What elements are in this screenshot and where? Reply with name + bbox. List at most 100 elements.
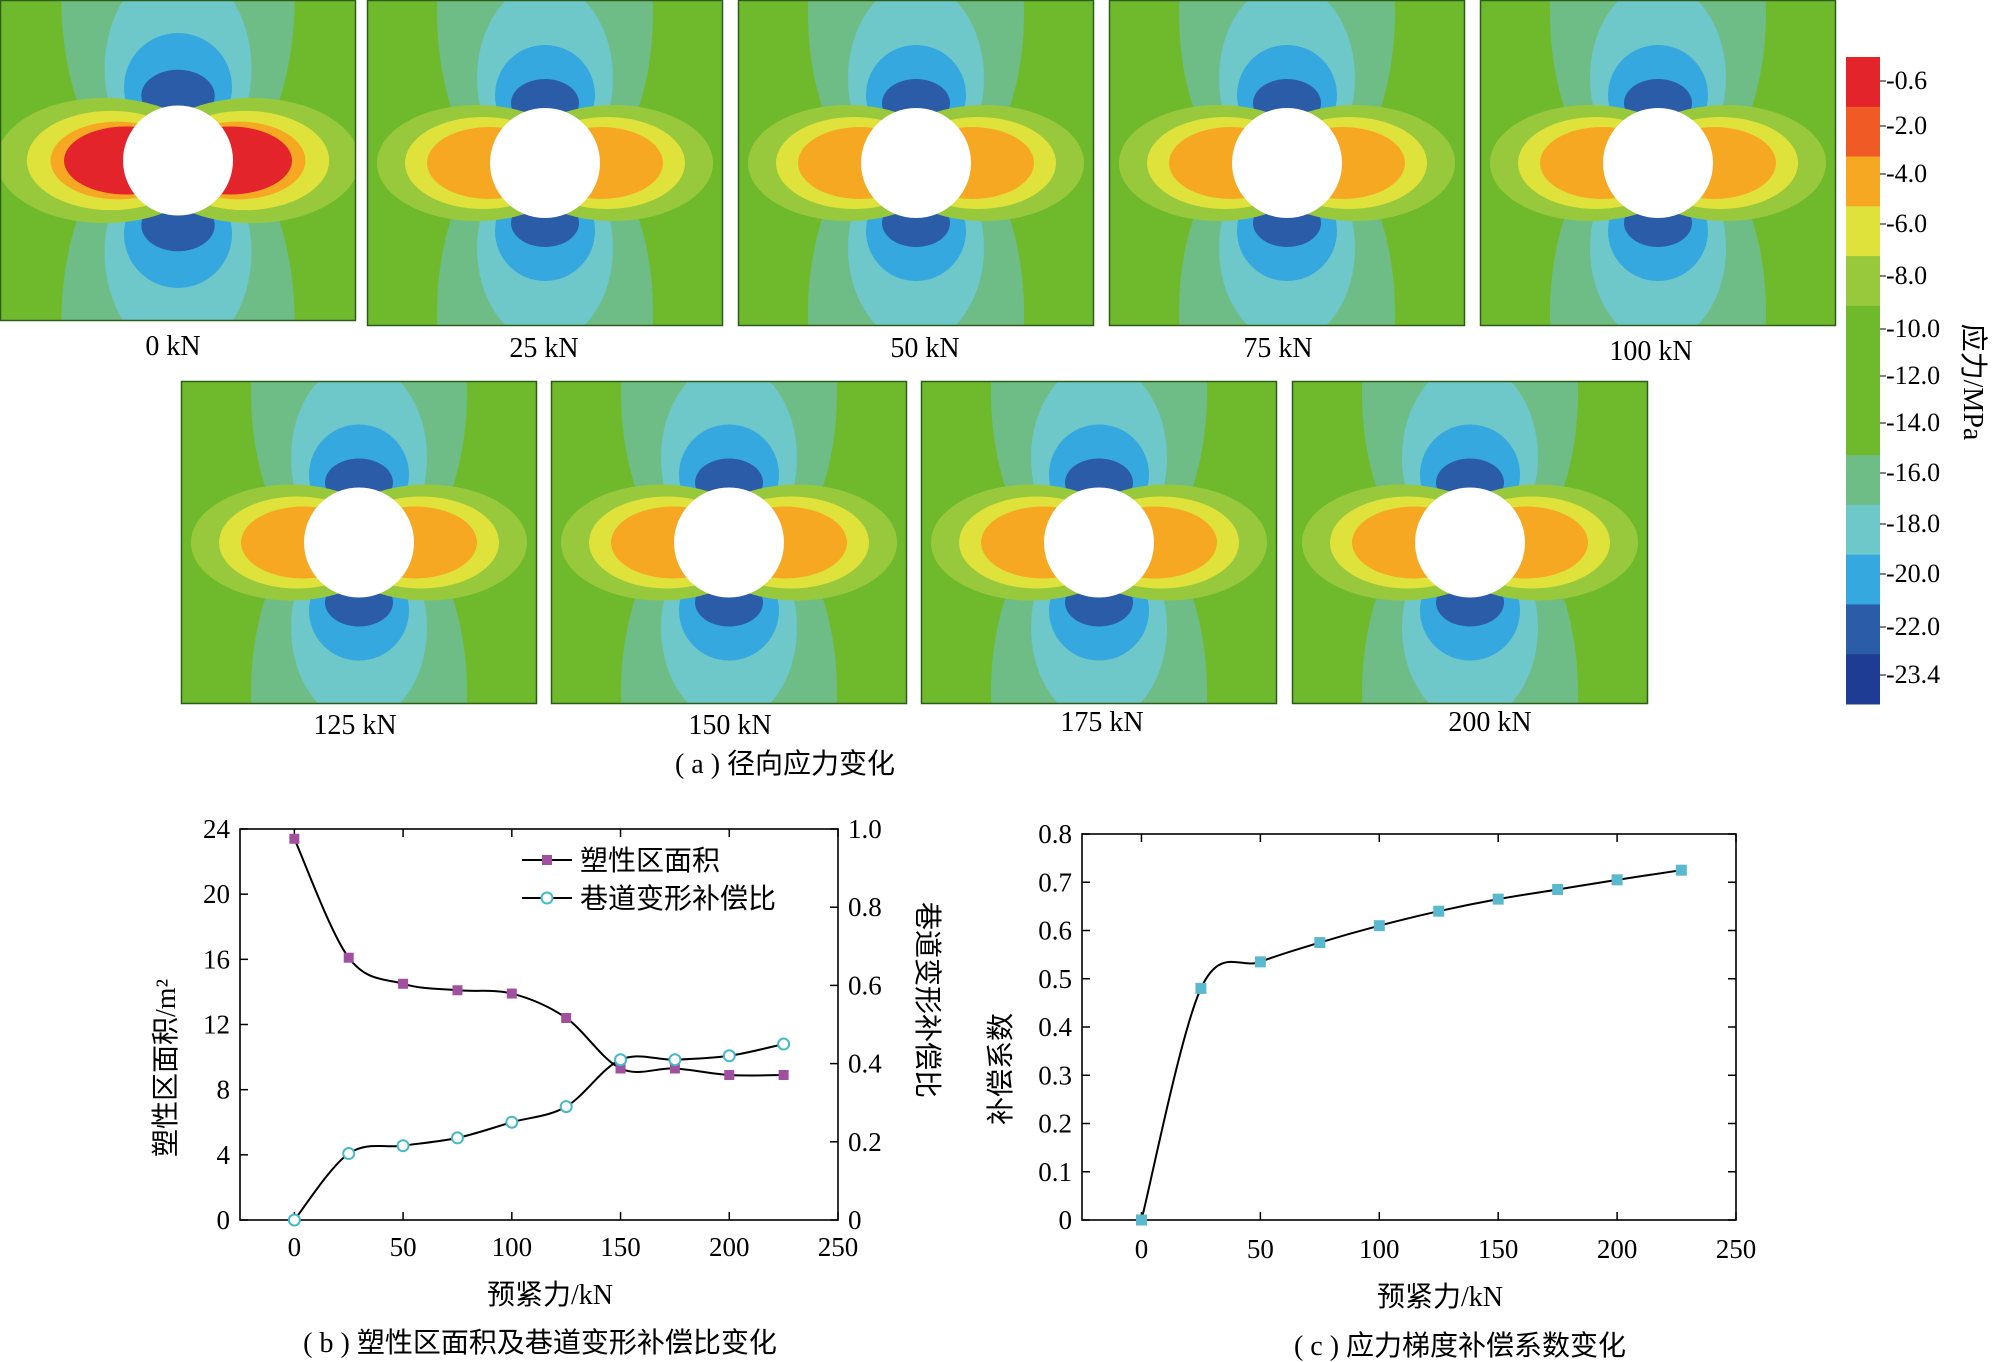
chart-c-markers [1135,864,1687,1226]
y-tick-label-right: 0.4 [848,1049,882,1079]
plastic-zone-point [561,1012,572,1023]
colorbar-swatch [1846,405,1880,456]
x-tick-label: 150 [600,1232,641,1262]
contour-frame [920,380,1278,705]
contour-load-label: 175 kN [1060,707,1143,738]
contour-load-label: 75 kN [1243,333,1312,364]
plastic-zone-point [778,1070,789,1081]
legend-label: 巷道变形补偿比 [580,883,776,915]
y-tick-label-right: 0.6 [848,970,882,1000]
compensation-coefficient-chart: 0 50 100 150 200 250 0 0.1 0.2 0.3 0.4 0.5 0.6 0.7 0.8… [985,819,1756,1362]
plastic-zone-point [398,978,409,989]
compensation-ratio-point [777,1037,791,1051]
colorbar-swatch [1846,455,1880,506]
y-tick-label: 0.7 [1038,867,1072,897]
tunnel-hole [861,108,971,218]
contour-frame [550,380,908,705]
contour-fill [921,381,1277,704]
contour-plot [0,0,357,322]
y-tick-label-left: 8 [217,1075,231,1105]
x-tick-label: 200 [709,1232,750,1262]
stress-colorbar: -0.6 -2.0 -4.0 -6.0 -8.0 -10.0 -12.0 -14.0 -16.0… [1846,57,1989,705]
y-tick-label: 0.8 [1038,819,1072,849]
contour-frame [737,0,1095,327]
contour-fill [181,381,537,704]
x-tick-label: 200 [1597,1234,1638,1264]
y-tick-label-right: 0.2 [848,1127,882,1157]
x-tick-label: 0 [288,1232,302,1262]
colorbar-label: -14.0 [1886,408,1940,437]
colorbar-label: -8.0 [1886,261,1927,290]
x-tick-label: 0 [1135,1234,1149,1264]
plastic-zone-point [452,985,463,996]
contour-plot [920,380,1278,705]
colorbar-swatch [1846,504,1880,556]
plastic-zone-point [669,1063,680,1074]
contour-fill [0,0,356,321]
x-tick-label: 250 [818,1232,859,1262]
x-tick-label: 150 [1478,1234,1519,1264]
y-tick-label: 0.1 [1038,1157,1072,1187]
series-line-compensation-ratio [293,1043,784,1221]
tunnel-hole [304,487,414,598]
colorbar-swatch [1846,554,1880,605]
y-tick-label-left: 20 [203,879,230,909]
chart-c-xlabel: 预紧力/kN [1377,1281,1503,1313]
colorbar-label: -12.0 [1886,361,1940,390]
compensation-ratio-point [668,1053,682,1067]
contour-load-label: 100 kN [1609,336,1692,367]
contour-frame [1108,0,1466,327]
compensation-ratio-point [559,1100,573,1114]
colorbar-label: -20.0 [1886,559,1940,588]
tunnel-hole [1415,487,1525,598]
chart-b-ylabel-right: 巷道变形补偿比 [911,902,943,1098]
chart-b-ylabel-left: 塑性区面积/m² [150,979,182,1157]
contour-fill [1480,0,1836,326]
compensation-ratio-point [614,1053,628,1067]
compensation-coefficient-point [1135,1214,1147,1226]
colorbar-swatch [1846,305,1880,357]
contour-plot [1108,0,1466,327]
contour-plot [1291,380,1649,705]
contour-fill [367,0,723,326]
colorbar-label: -18.0 [1886,509,1940,538]
y-tick-label: 0 [1059,1205,1073,1235]
plastic-zone-point [343,952,354,963]
contour-frame [1291,380,1649,705]
contour-load-label: 0 kN [145,331,200,362]
compensation-coefficient-point [1373,920,1385,932]
y-tick-label: 0.6 [1038,916,1072,946]
contour-frame [366,0,724,327]
compensation-coefficient-point [1195,982,1207,994]
colorbar-label: -22.0 [1886,612,1940,641]
y-tick-label-left: 0 [217,1205,231,1235]
colorbar-swatches [1846,57,1886,705]
compensation-coefficient-point [1314,937,1326,949]
compensation-ratio-point [287,1213,301,1227]
y-tick-label: 0.4 [1038,1012,1072,1042]
chart-c-series-line [1140,869,1682,1221]
contour-plot [1479,0,1837,327]
y-tick-label-left: 12 [203,1010,230,1040]
contour-fill [551,381,907,704]
colorbar-label: -2.0 [1886,111,1927,140]
plastic-zone-chart: 0 50 100 150 200 2500481216202400.20.40.60.81… [150,814,943,1359]
y-tick-label: 0.5 [1038,964,1072,994]
compensation-coefficient-point [1492,893,1504,905]
compensation-coefficient-line [1140,869,1682,1221]
compensation-ratio-point [342,1147,356,1161]
contour-load-label: 25 kN [509,333,578,364]
chart-c-axes: 0 50 100 150 200 250 0 0.1 0.2 0.3 0.4 0.5 0.6 0.7 0.8 [1038,819,1756,1264]
colorbar-tick-labels: -0.6 -2.0 -4.0 -6.0 -8.0 -10.0 -12.0 -14.0 -16.0… [1886,66,1940,689]
contour-load-labels: 0 kN 25 kN 50 kN 75 kN 100 kN 125 kN 150 kN 175… [145,331,1692,741]
y-tick-label-right: 0.8 [848,892,882,922]
y-tick-label-left: 4 [217,1140,231,1170]
colorbar-label: -6.0 [1886,209,1927,238]
contour-load-label: 200 kN [1448,707,1531,738]
y-tick-label-left: 24 [203,814,231,844]
contour-plot [180,380,538,705]
colorbar-swatch [1846,106,1880,158]
colorbar-swatch [1846,654,1880,705]
colorbar-swatch [1846,57,1880,108]
